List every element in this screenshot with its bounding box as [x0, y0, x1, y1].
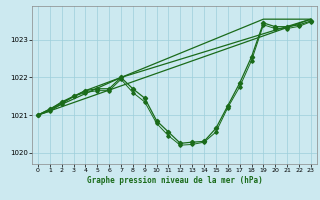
X-axis label: Graphe pression niveau de la mer (hPa): Graphe pression niveau de la mer (hPa) [86, 176, 262, 185]
